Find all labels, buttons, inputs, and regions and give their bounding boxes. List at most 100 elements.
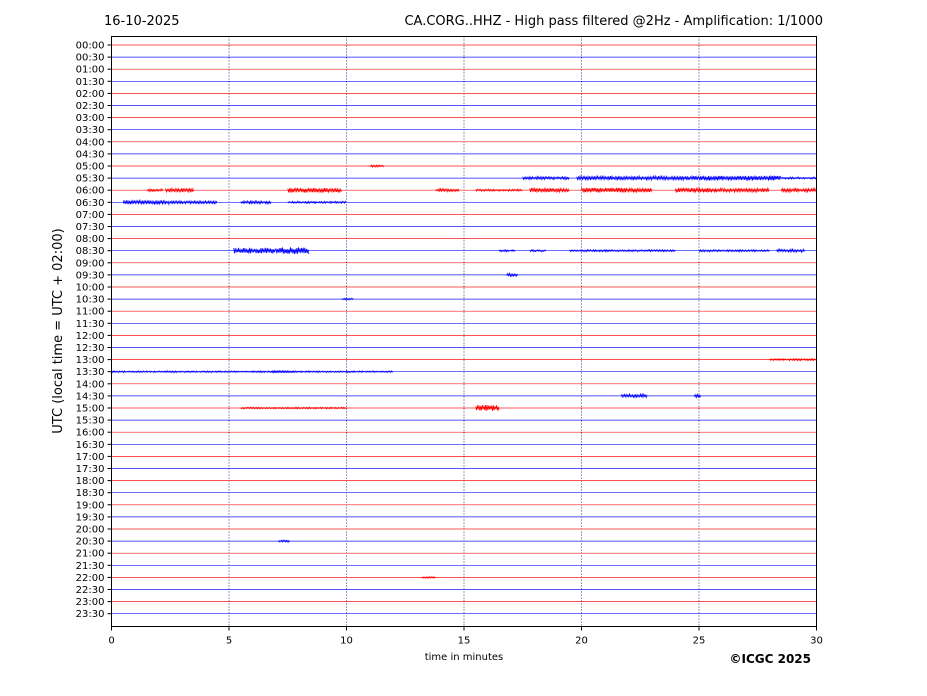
y-tick-label: 07:30 (76, 222, 105, 233)
y-tick-label: 18:30 (76, 488, 105, 499)
seismic-event-12-8 (722, 186, 770, 194)
seismic-event-12-3 (435, 187, 460, 193)
copyright-credit: ©ICGC 2025 (729, 652, 811, 666)
seismic-event-12-5 (529, 186, 570, 194)
y-tick-label: 08:00 (76, 234, 105, 245)
x-axis-label: time in minutes (425, 652, 504, 663)
y-tick-label: 01:30 (76, 77, 105, 88)
y-axis-ticks: 00:0000:3001:0001:3002:0002:3003:0003:30… (76, 41, 112, 620)
plot-area: 00:0000:3001:0001:3002:0002:3003:0003:30… (76, 36, 823, 647)
date-label: 16-10-2025 (104, 14, 180, 29)
grid-lines (228, 36, 700, 627)
y-tick-label: 04:30 (76, 149, 105, 160)
chart-title: CA.CORG..HHZ - High pass filtered @2Hz -… (404, 14, 823, 29)
seismic-event-17-1 (275, 247, 310, 255)
seismic-event-12-2 (287, 187, 342, 194)
y-tick-label: 12:00 (76, 331, 105, 342)
seismic-event-44-0 (421, 575, 436, 579)
y-tick-label: 06:30 (76, 198, 105, 209)
y-tick-label: 05:30 (76, 174, 105, 185)
x-tick-label: 0 (108, 636, 114, 647)
seismic-event-41-0 (278, 539, 290, 543)
y-axis-label: UTC (local time = UTC + 02:00) (51, 228, 66, 433)
x-tick-label: 20 (575, 636, 588, 647)
seismic-event-17-3 (529, 248, 547, 253)
x-axis-ticks: 0 5 10 15 20 25 30 (108, 626, 823, 647)
seismic-event-13-2 (240, 199, 272, 205)
y-tick-label: 20:00 (76, 525, 105, 536)
y-tick-label: 00:30 (76, 53, 105, 64)
seismic-event-26-0 (769, 357, 817, 362)
seismic-event-17-5 (639, 248, 676, 253)
x-tick-label: 25 (693, 636, 706, 647)
seismic-event-27-1 (270, 369, 295, 374)
y-tick-label: 02:30 (76, 101, 105, 112)
seismic-event-29-0 (621, 392, 648, 399)
seismic-event-27-0 (111, 370, 394, 374)
seismic-event-11-0 (522, 175, 570, 181)
seismic-event-17-7 (776, 247, 805, 254)
y-tick-label: 14:30 (76, 391, 105, 402)
y-tick-label: 09:30 (76, 270, 105, 281)
seismic-event-12-0 (146, 187, 164, 193)
y-tick-label: 10:00 (76, 283, 105, 294)
y-tick-label: 19:30 (76, 512, 105, 523)
y-tick-label: 08:30 (76, 246, 105, 257)
y-tick-label: 07:00 (76, 210, 105, 221)
y-tick-label: 09:00 (76, 258, 105, 269)
y-tick-label: 21:00 (76, 549, 105, 560)
y-tick-label: 01:00 (76, 65, 105, 76)
seismic-event-13-4 (322, 200, 347, 205)
y-tick-label: 03:30 (76, 125, 105, 136)
y-tick-label: 00:00 (76, 41, 105, 52)
seismic-event-13-1 (169, 199, 218, 206)
seismic-event-11-1 (576, 174, 699, 182)
seismic-event-17-6 (698, 248, 770, 253)
seismic-event-12-1 (165, 186, 194, 194)
seismic-event-12-6 (581, 186, 653, 194)
y-tick-label: 16:00 (76, 428, 105, 439)
y-tick-label: 03:00 (76, 113, 105, 124)
y-tick-label: 21:30 (76, 561, 105, 572)
y-tick-label: 19:00 (76, 500, 105, 511)
seismic-event-11-3 (780, 176, 817, 181)
x-tick-label: 10 (340, 636, 353, 647)
seismic-event-19-0 (505, 272, 518, 278)
y-tick-label: 22:30 (76, 585, 105, 596)
seismic-event-30-0 (240, 406, 347, 410)
seismic-event-12-7 (675, 186, 723, 194)
y-tick-label: 10:30 (76, 295, 105, 306)
seismic-event-12-9 (780, 186, 817, 194)
seismic-event-13-0 (122, 198, 171, 206)
seismic-event-17-4 (569, 248, 641, 253)
y-tick-label: 23:00 (76, 597, 105, 608)
seismic-event-10-0 (369, 164, 384, 168)
y-tick-label: 11:00 (76, 307, 105, 318)
y-tick-label: 16:30 (76, 440, 105, 451)
seismic-event-21-0 (341, 297, 354, 301)
y-tick-label: 04:00 (76, 137, 105, 148)
y-tick-label: 22:00 (76, 573, 105, 584)
seismic-event-30-1 (475, 404, 500, 411)
seismic-event-12-4 (475, 188, 523, 193)
y-tick-label: 18:00 (76, 476, 105, 487)
y-tick-label: 17:00 (76, 452, 105, 463)
x-tick-label: 5 (226, 636, 232, 647)
y-tick-label: 15:30 (76, 416, 105, 427)
y-tick-label: 13:30 (76, 367, 105, 378)
y-tick-label: 13:00 (76, 355, 105, 366)
seismic-event-29-1 (693, 393, 702, 399)
y-tick-label: 15:00 (76, 404, 105, 415)
y-tick-label: 02:00 (76, 89, 105, 100)
y-tick-label: 20:30 (76, 537, 105, 548)
y-tick-label: 05:00 (76, 162, 105, 173)
y-tick-label: 23:30 (76, 609, 105, 620)
seismic-event-17-0 (233, 247, 276, 254)
seismic-event-11-2 (698, 175, 781, 182)
x-tick-label: 15 (458, 636, 471, 647)
y-tick-label: 12:30 (76, 343, 105, 354)
y-tick-label: 11:30 (76, 319, 105, 330)
y-tick-label: 17:30 (76, 464, 105, 475)
x-tick-label: 30 (810, 636, 823, 647)
